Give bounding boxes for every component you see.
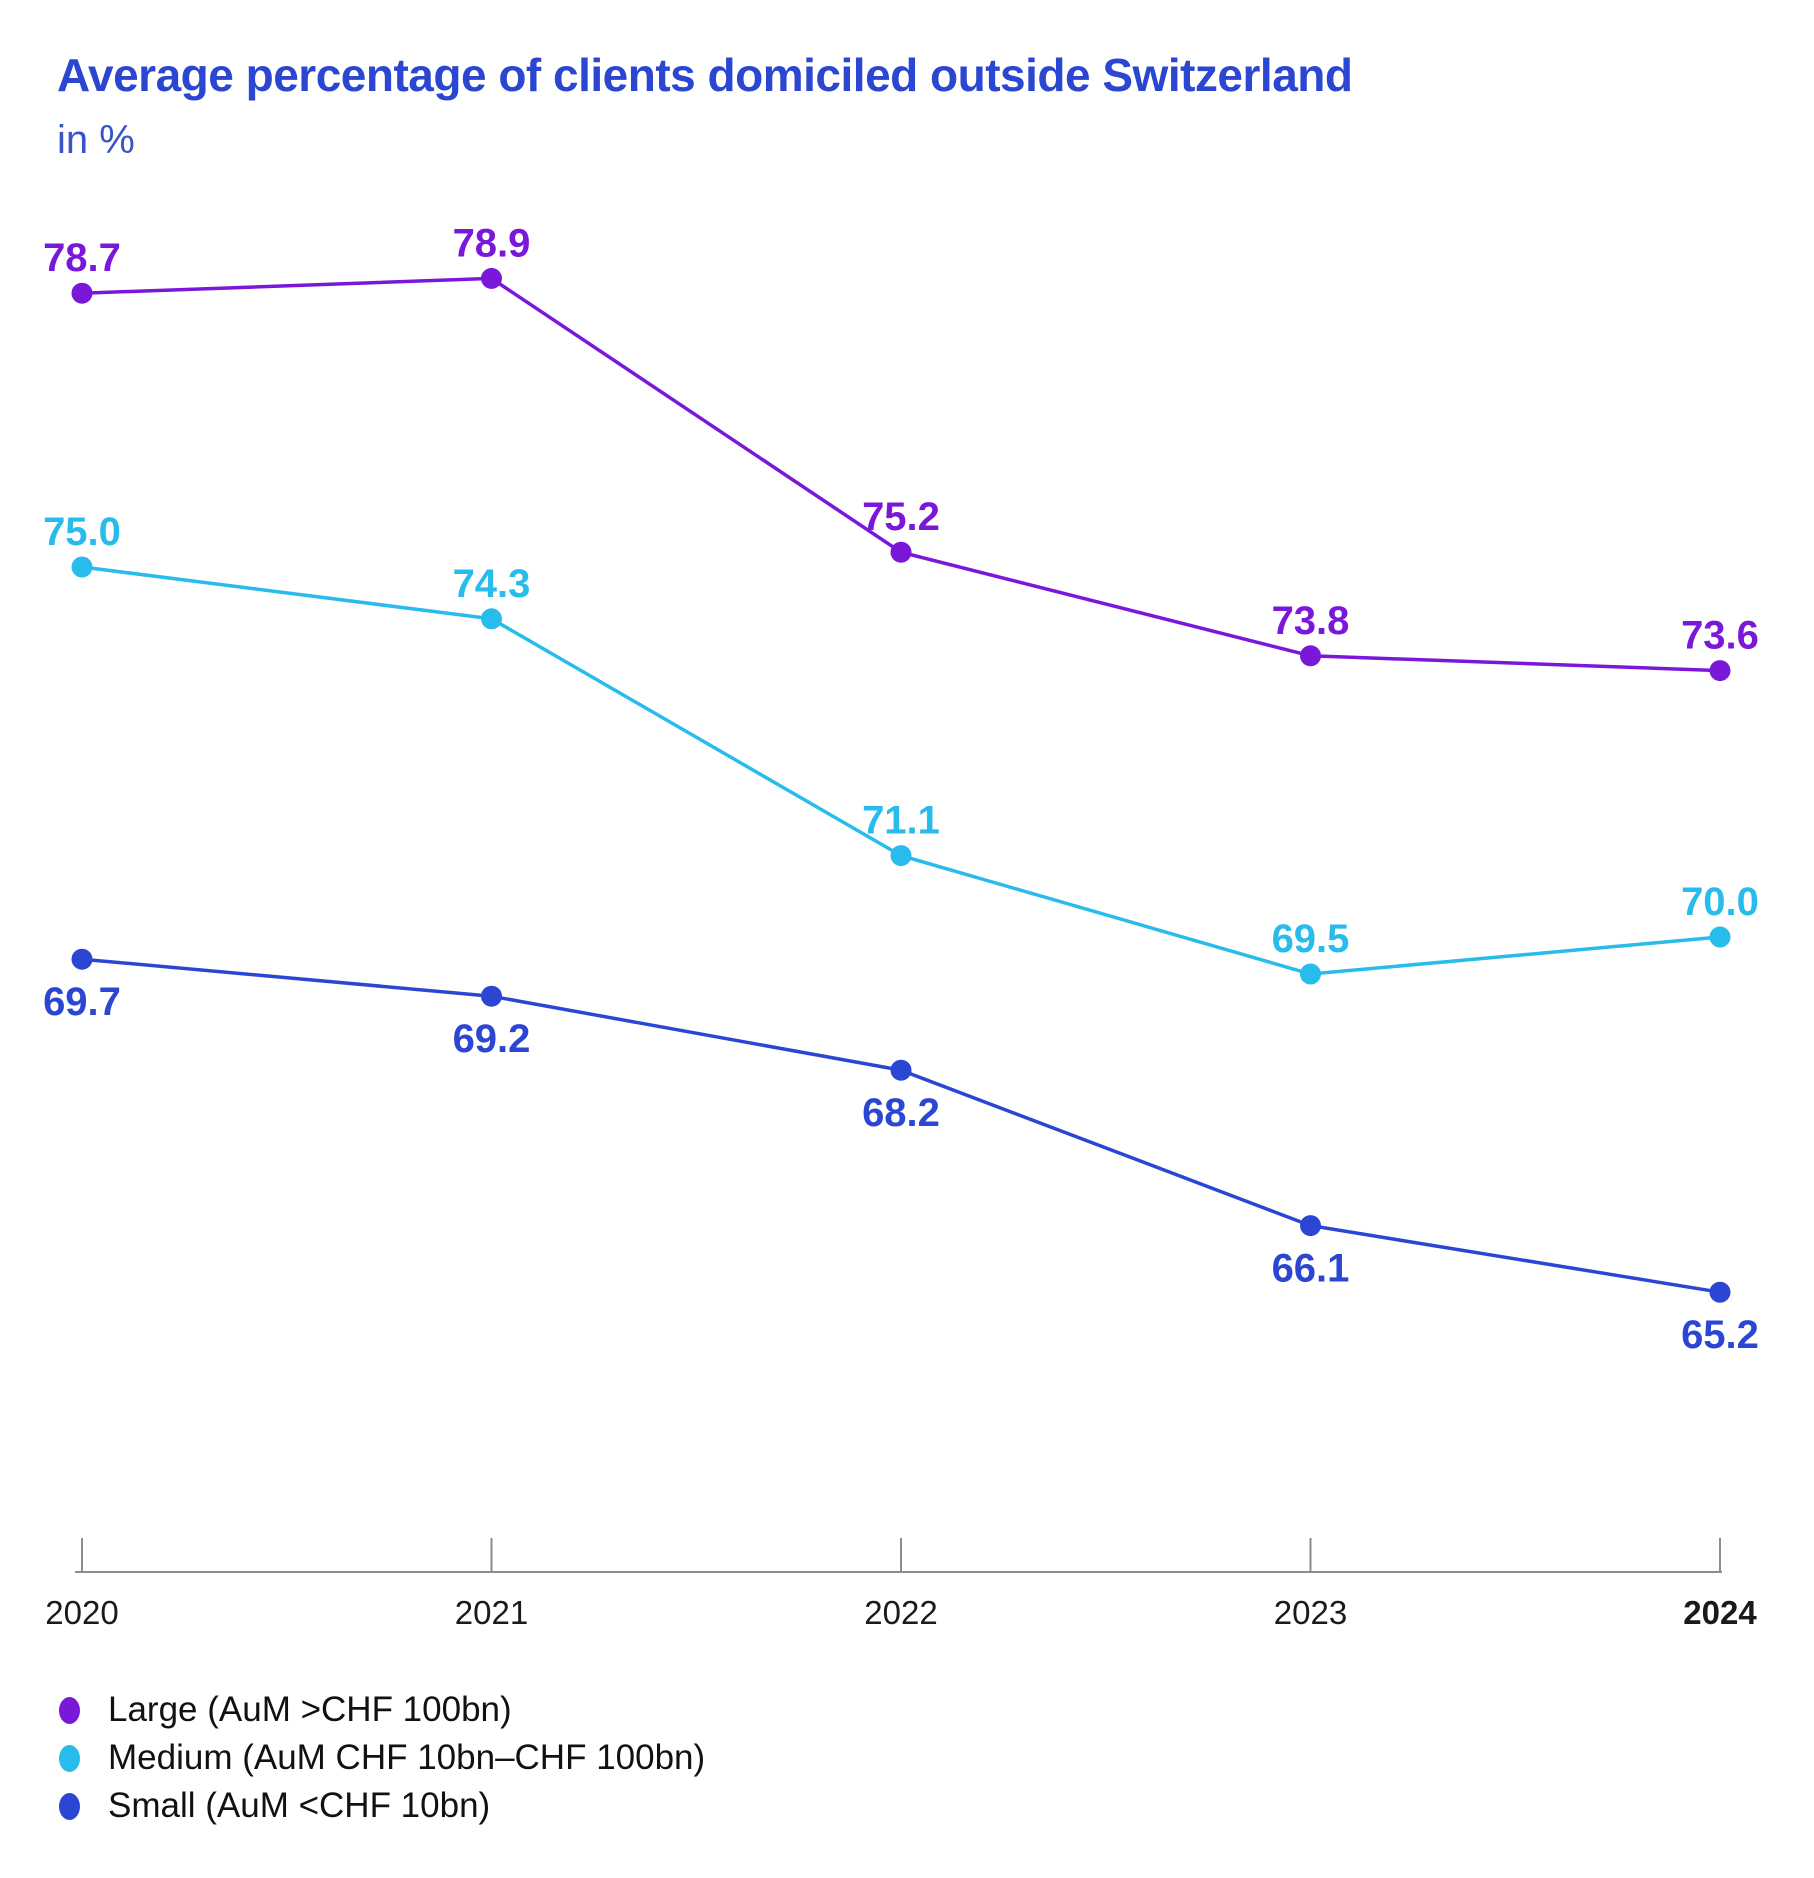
x-axis-label-2022: 2022 <box>864 1594 937 1631</box>
data-point <box>1300 963 1321 985</box>
value-label: 75.0 <box>43 510 121 554</box>
value-label: 65.2 <box>1681 1313 1759 1357</box>
small-series-marker-icon <box>59 1792 80 1820</box>
value-label: 69.2 <box>453 1017 531 1061</box>
value-label: 66.1 <box>1272 1247 1350 1291</box>
value-label: 73.8 <box>1272 599 1350 643</box>
legend-item-medium: Medium (AuM CHF 10bn–CHF 100bn) <box>59 1734 705 1782</box>
x-axis-label-2023: 2023 <box>1274 1594 1347 1631</box>
value-label: 71.1 <box>862 799 940 843</box>
data-point <box>1300 1215 1321 1237</box>
data-point <box>890 541 912 563</box>
data-point <box>1709 1281 1731 1303</box>
x-axis-label-2024: 2024 <box>1683 1594 1757 1631</box>
data-point <box>890 1059 912 1081</box>
legend-label-small: Small (AuM <CHF 10bn) <box>108 1786 491 1825</box>
data-point <box>1709 660 1731 682</box>
legend-label-large: Large (AuM >CHF 100bn) <box>108 1690 512 1729</box>
value-label: 73.6 <box>1681 614 1759 658</box>
x-axis-label-2020: 2020 <box>45 1594 118 1631</box>
medium-series-marker-icon <box>59 1744 80 1772</box>
chart-legend: Large (AuM >CHF 100bn) Medium (AuM CHF 1… <box>59 1686 705 1830</box>
value-label: 75.2 <box>862 495 940 539</box>
data-point <box>1300 645 1321 667</box>
chart-title: Average percentage of clients domiciled … <box>57 49 1353 101</box>
value-label: 70.0 <box>1681 880 1759 924</box>
value-label: 78.7 <box>43 236 121 280</box>
data-point <box>481 267 502 289</box>
data-point <box>1709 926 1731 948</box>
series-line <box>81 276 1721 673</box>
data-point <box>71 948 93 970</box>
value-label: 78.9 <box>453 221 531 265</box>
legend-item-small: Small (AuM <CHF 10bn) <box>59 1782 705 1830</box>
chart-subtitle: in % <box>57 118 135 162</box>
data-point <box>481 985 502 1007</box>
data-point <box>481 608 502 630</box>
x-axis-label-2021: 2021 <box>455 1594 528 1631</box>
legend-item-large: Large (AuM >CHF 100bn) <box>59 1686 705 1734</box>
value-label: 69.5 <box>1272 917 1350 961</box>
large-series-marker-icon <box>59 1696 80 1724</box>
legend-label-medium: Medium (AuM CHF 10bn–CHF 100bn) <box>108 1738 706 1777</box>
data-point <box>71 282 93 304</box>
series-line <box>81 565 1721 976</box>
data-point <box>71 556 93 578</box>
value-label: 69.7 <box>43 980 121 1024</box>
value-label: 74.3 <box>453 562 531 606</box>
value-label: 68.2 <box>862 1091 940 1135</box>
data-point <box>890 845 912 867</box>
